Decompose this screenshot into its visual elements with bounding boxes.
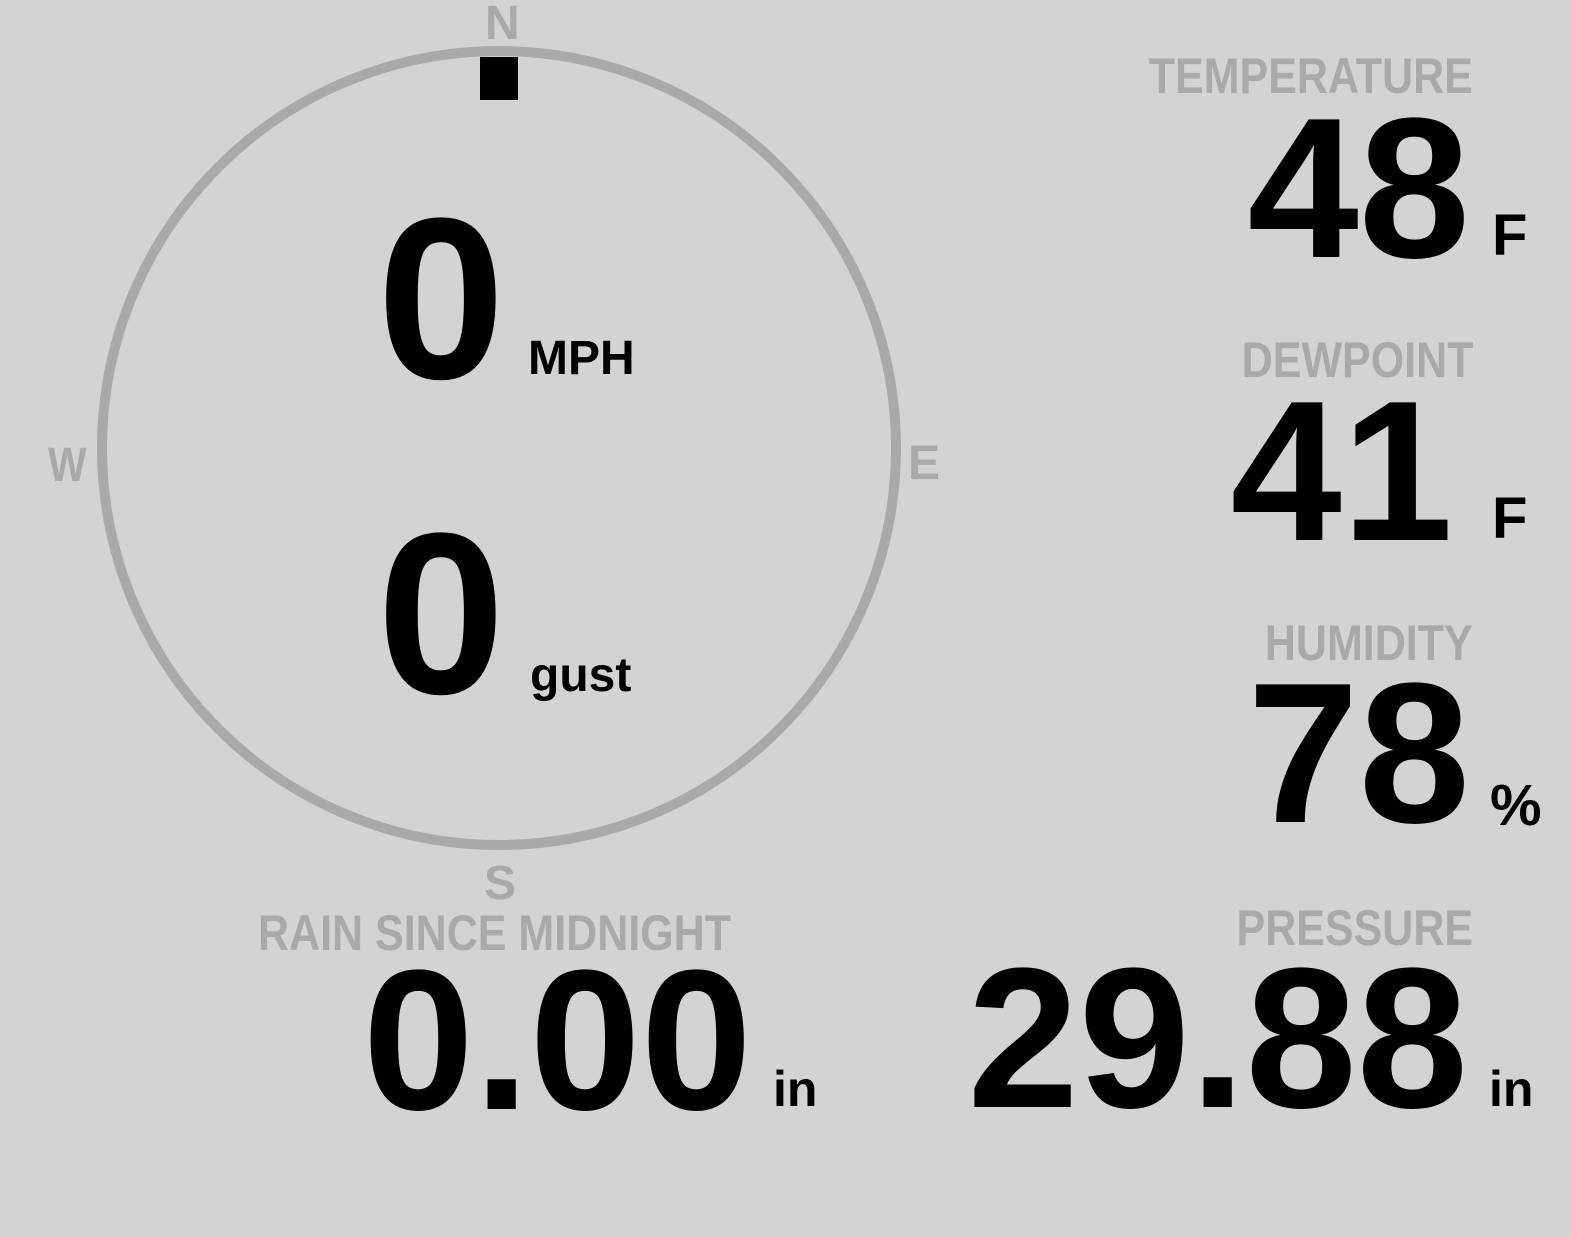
temperature-unit: F bbox=[1492, 203, 1528, 268]
temperature-label: TEMPERATURE bbox=[1148, 48, 1473, 104]
compass-west: W bbox=[48, 439, 87, 492]
wind-gust-unit: gust bbox=[530, 649, 632, 702]
humidity-value: 78 bbox=[1247, 642, 1470, 865]
dewpoint-label: DEWPOINT bbox=[1241, 332, 1473, 388]
compass-ring bbox=[97, 46, 901, 850]
humidity-unit: % bbox=[1490, 773, 1542, 838]
compass-north: N bbox=[485, 0, 520, 50]
wind-speed-value: 0 bbox=[377, 170, 505, 427]
humidity-label: HUMIDITY bbox=[1265, 615, 1473, 671]
pressure-unit: in bbox=[1489, 1061, 1534, 1117]
compass-east: E bbox=[908, 437, 941, 490]
wind-direction-indicator bbox=[480, 57, 518, 100]
compass-south: S bbox=[484, 857, 517, 910]
dewpoint-unit: F bbox=[1492, 486, 1528, 551]
temperature-value: 48 bbox=[1247, 77, 1470, 300]
dewpoint-value: 41 bbox=[1230, 360, 1453, 583]
wind-speed-unit: MPH bbox=[528, 332, 635, 385]
rain-value: 0.00 bbox=[362, 929, 752, 1152]
rain-label: RAIN SINCE MIDNIGHT bbox=[258, 905, 731, 961]
rain-unit: in bbox=[773, 1061, 818, 1117]
pressure-label: PRESSURE bbox=[1236, 900, 1473, 956]
wind-gust-value: 0 bbox=[377, 485, 505, 742]
pressure-value: 29.88 bbox=[967, 927, 1469, 1150]
